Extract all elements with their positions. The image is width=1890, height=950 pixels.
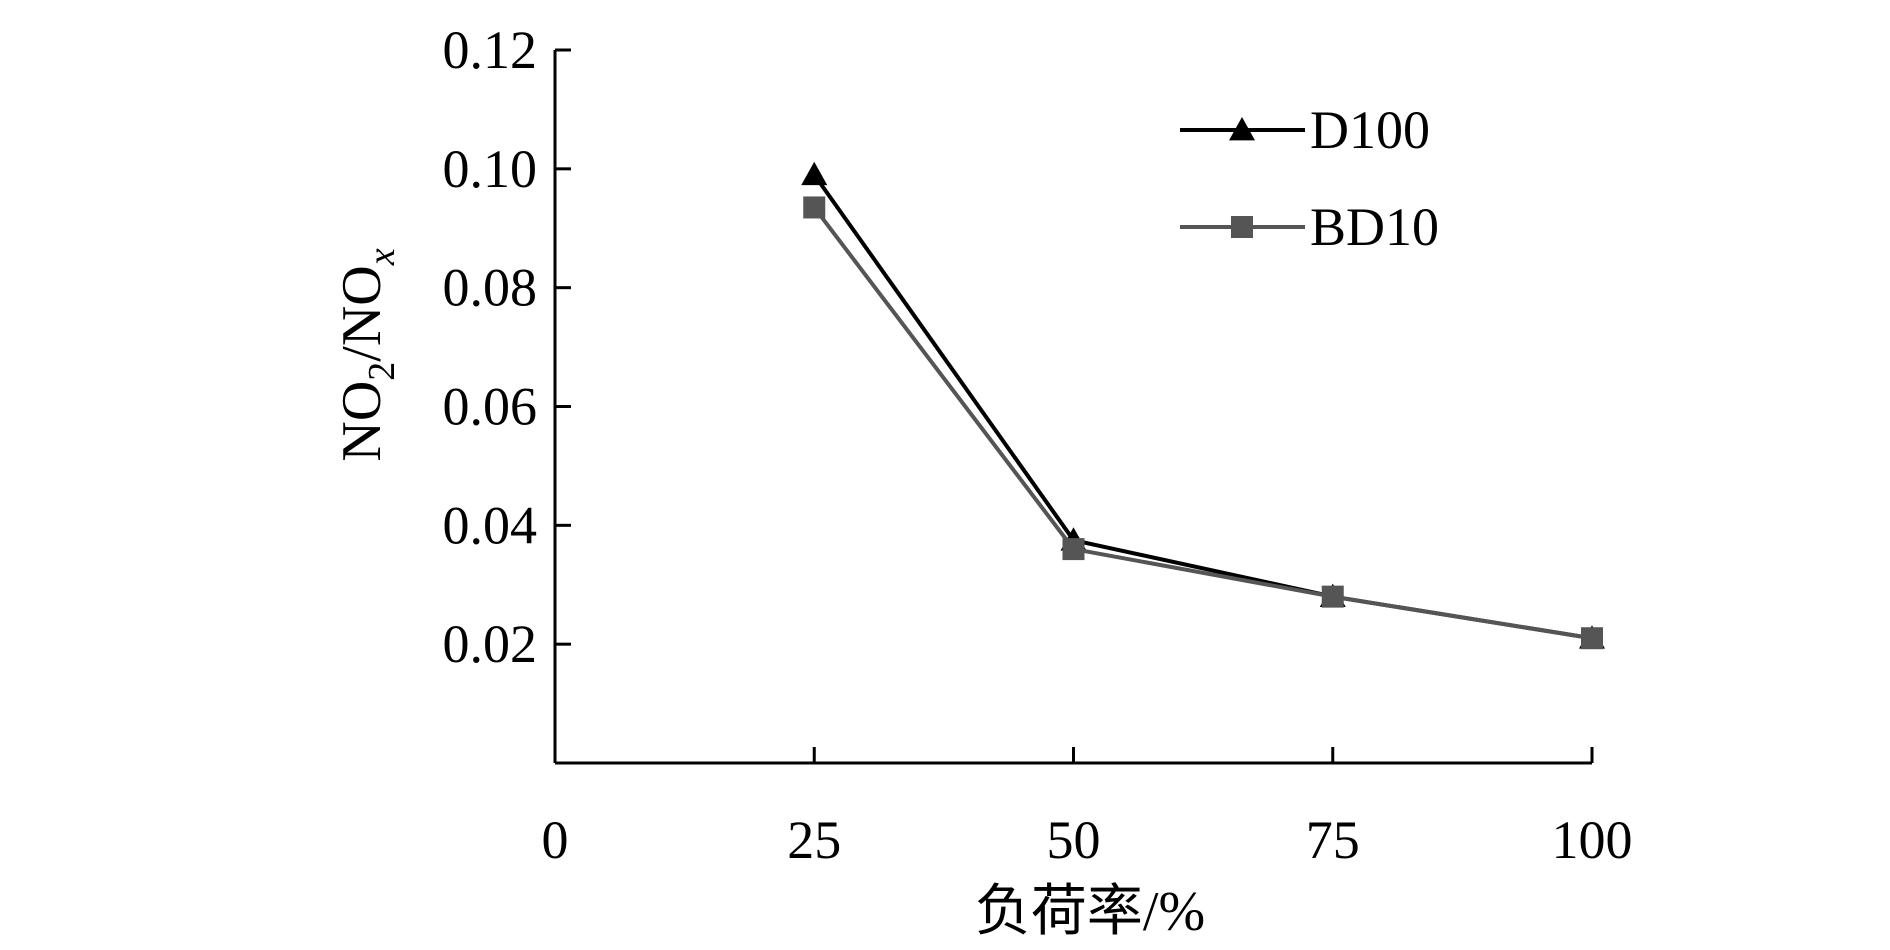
x-tick-label: 0 — [542, 810, 569, 870]
y-axis-ticks: 0.02 0.04 0.06 0.08 0.10 0.12 — [443, 20, 571, 674]
y-tick-label: 0.08 — [443, 258, 538, 318]
legend: D100 BD10 — [1180, 100, 1439, 257]
data-point — [1062, 538, 1085, 561]
series-line — [812, 206, 1593, 641]
legend-item: D100 — [1180, 100, 1430, 160]
data-point — [803, 196, 826, 219]
series-bd10 — [803, 196, 1603, 650]
x-tick-label: 50 — [1047, 810, 1101, 870]
y-axis-title-text: NO2/NOx — [331, 248, 403, 461]
y-tick-label: 0.02 — [443, 614, 538, 674]
y-axis-title: NO2/NOx — [331, 248, 403, 461]
legend-label: BD10 — [1310, 197, 1439, 257]
y-title-mid: /NO — [331, 265, 393, 361]
legend-label: D100 — [1310, 100, 1430, 160]
x-tick-label: 25 — [787, 810, 841, 870]
series-layer — [801, 161, 1605, 650]
y-tick-label: 0.10 — [443, 139, 538, 199]
series-line — [812, 173, 1593, 641]
data-point — [1581, 627, 1603, 650]
x-tick-label: 100 — [1552, 810, 1633, 870]
y-tick-label: 0.04 — [443, 495, 538, 555]
y-title-sub2: x — [361, 248, 403, 266]
legend-marker — [1231, 216, 1253, 238]
legend-marker — [1229, 117, 1255, 141]
x-tick-label: 75 — [1306, 810, 1360, 870]
data-point — [1321, 585, 1344, 608]
data-point — [801, 161, 828, 186]
y-title-base: NO — [331, 381, 393, 462]
y-tick-label: 0.06 — [443, 377, 538, 437]
x-axis-ticks: 0 25 50 75 100 — [542, 747, 1633, 870]
y-title-sub1: 2 — [361, 362, 403, 381]
y-tick-label: 0.12 — [443, 20, 538, 80]
axes — [553, 50, 1592, 765]
legend-item: BD10 — [1180, 197, 1439, 257]
series-d100 — [801, 161, 1605, 649]
x-axis-title: 负荷率/% — [975, 881, 1205, 943]
